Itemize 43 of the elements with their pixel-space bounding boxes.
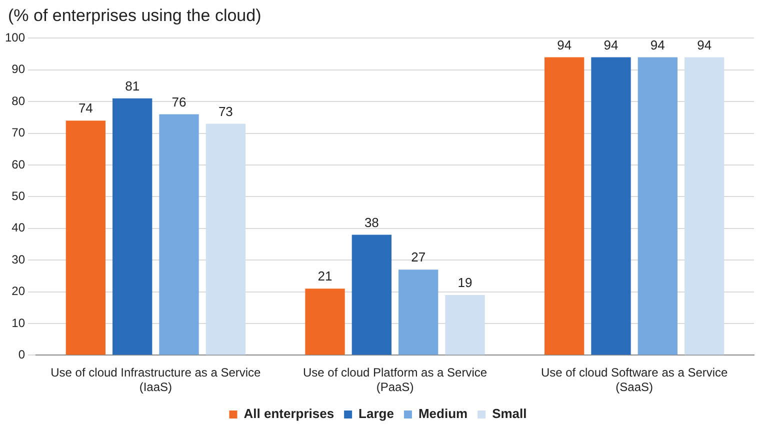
x-tick-label: Use of cloud Software as a Service (SaaS) — [540, 366, 728, 394]
y-tick-label: 10 — [12, 316, 26, 330]
bar — [398, 270, 438, 355]
bar — [544, 57, 584, 355]
bar — [352, 234, 392, 355]
y-tick-label: 40 — [12, 220, 26, 235]
data-label: 19 — [458, 275, 472, 290]
data-label: 94 — [697, 37, 712, 52]
y-tick-label: 90 — [12, 62, 26, 76]
data-label: 21 — [318, 268, 332, 284]
bar — [638, 57, 678, 355]
x-tick-label: Use of cloud Infrastructure as a Service (IaaS) — [50, 366, 262, 394]
legend-label: Small — [492, 406, 527, 422]
data-label: 27 — [411, 250, 426, 265]
y-tick-label: 70 — [12, 126, 26, 140]
y-tick-label: 50 — [12, 189, 26, 204]
y-tick-label: 80 — [12, 94, 26, 108]
legend-label: All enterprises — [244, 406, 334, 422]
bar — [445, 294, 485, 355]
bar — [66, 120, 106, 355]
bar — [591, 57, 631, 355]
y-tick-label: 100 — [4, 30, 26, 45]
y-tick-label: 60 — [12, 157, 26, 172]
bar — [305, 288, 345, 355]
bar — [112, 98, 152, 355]
data-label: 94 — [557, 37, 572, 52]
data-label: 94 — [650, 37, 665, 52]
bar — [159, 114, 199, 355]
y-tick-label: 30 — [12, 252, 26, 266]
legend-label: Medium — [418, 406, 468, 422]
data-label: 94 — [604, 37, 618, 52]
data-label: 73 — [218, 104, 233, 119]
data-label: 76 — [172, 94, 186, 110]
y-tick-label: 0 — [18, 348, 26, 362]
bar — [206, 124, 246, 355]
data-label: 81 — [125, 78, 140, 94]
data-label: 38 — [364, 214, 379, 230]
y-tick-label: 20 — [12, 284, 26, 298]
legend-label: Large — [358, 406, 394, 422]
x-tick-label: Use of cloud Platform as a Service (PaaS) — [302, 366, 488, 394]
bar — [684, 57, 724, 355]
data-label: 74 — [78, 100, 93, 116]
chart-title: (% of enterprises using the cloud) — [7, 5, 262, 27]
